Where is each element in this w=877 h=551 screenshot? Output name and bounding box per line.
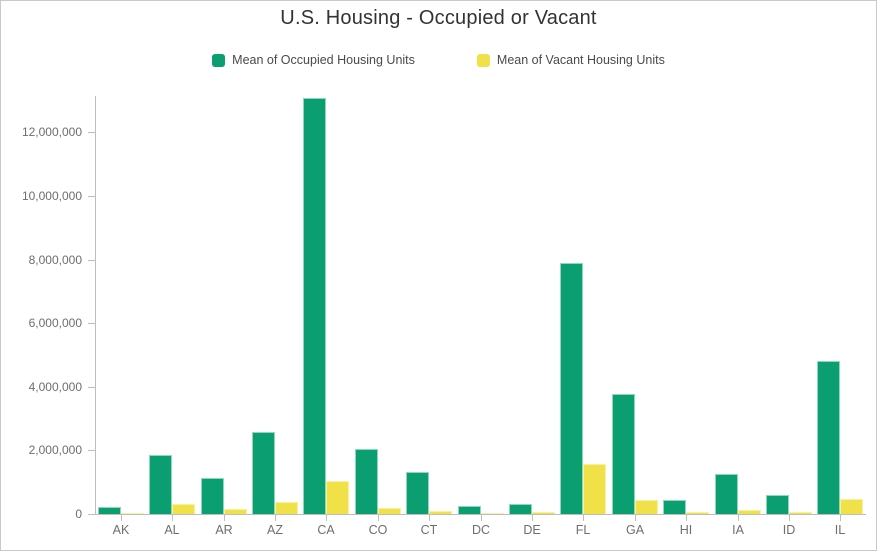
x-axis-tick-FL: [583, 515, 584, 521]
bar-occupied-HI[interactable]: [663, 500, 686, 514]
legend: Mean of Occupied Housing Units Mean of V…: [1, 52, 876, 68]
x-axis-label-DE: DE: [523, 523, 541, 537]
bar-occupied-CT[interactable]: [406, 471, 429, 514]
x-axis-label-AR: AR: [215, 523, 233, 537]
y-axis-tick-8000000: [88, 260, 95, 261]
y-axis-label-4000000: 4,000,000: [28, 380, 82, 394]
bar-vacant-HI[interactable]: [686, 511, 709, 514]
x-axis-tick-DC: [481, 515, 482, 521]
x-axis-label-CT: CT: [420, 523, 438, 537]
bar-vacant-GA[interactable]: [635, 499, 658, 514]
bar-vacant-DE[interactable]: [532, 512, 555, 514]
x-axis-label-GA: GA: [625, 523, 645, 537]
x-axis-label-ID: ID: [782, 523, 796, 537]
x-axis-label-CA: CA: [317, 523, 335, 537]
bar-vacant-ID[interactable]: [789, 511, 812, 514]
bar-vacant-AL[interactable]: [172, 503, 195, 514]
y-axis-tick-2000000: [88, 450, 95, 451]
bar-vacant-CT[interactable]: [429, 511, 452, 514]
x-axis-label-DC: DC: [471, 523, 491, 537]
bar-vacant-DC[interactable]: [481, 513, 504, 514]
x-axis-tick-CA: [326, 515, 327, 521]
x-axis-line: [95, 514, 866, 515]
y-axis-tick-4000000: [88, 387, 95, 388]
x-axis-tick-IL: [840, 515, 841, 521]
x-axis-label-AZ: AZ: [267, 523, 283, 537]
bar-occupied-GA[interactable]: [612, 393, 635, 514]
x-axis-tick-ID: [789, 515, 790, 521]
occupied-series-swatch-icon: [212, 53, 226, 67]
y-axis-line: [95, 96, 96, 515]
x-axis-tick-DE: [532, 515, 533, 521]
x-axis-tick-HI: [686, 515, 687, 521]
y-axis-tick-6000000: [88, 323, 95, 324]
bar-occupied-DC[interactable]: [458, 506, 481, 514]
x-axis-label-HI: HI: [679, 523, 693, 537]
legend-item-occupied[interactable]: Mean of Occupied Housing Units: [212, 52, 415, 68]
bar-occupied-ID[interactable]: [766, 494, 789, 514]
bar-vacant-AR[interactable]: [224, 508, 247, 514]
x-axis-label-IL: IL: [834, 523, 846, 537]
bar-vacant-AZ[interactable]: [275, 502, 298, 514]
bar-occupied-AZ[interactable]: [252, 432, 275, 514]
y-axis-label-10000000: 10,000,000: [21, 189, 82, 203]
bar-occupied-IA[interactable]: [715, 474, 738, 514]
y-axis-label-0: 0: [75, 507, 82, 521]
vacant-series-swatch-icon: [476, 53, 490, 67]
bar-vacant-IA[interactable]: [738, 510, 761, 514]
bar-occupied-AR[interactable]: [201, 478, 224, 514]
x-axis-label-IA: IA: [732, 523, 744, 537]
bar-vacant-AK[interactable]: [121, 512, 144, 514]
y-axis-label-2000000: 2,000,000: [28, 443, 82, 457]
x-axis-tick-AR: [224, 515, 225, 521]
x-axis-tick-CT: [429, 515, 430, 521]
x-axis-tick-AL: [172, 515, 173, 521]
y-axis-label-8000000: 8,000,000: [28, 253, 82, 267]
bar-occupied-IL[interactable]: [817, 360, 840, 514]
bar-vacant-IL[interactable]: [840, 499, 863, 514]
x-axis-tick-GA: [635, 515, 636, 521]
bar-occupied-DE[interactable]: [509, 503, 532, 514]
x-axis-tick-AK: [121, 515, 122, 521]
bar-vacant-CO[interactable]: [378, 508, 401, 514]
bar-vacant-FL[interactable]: [583, 463, 606, 514]
x-axis-tick-AZ: [275, 515, 276, 521]
x-axis-tick-CO: [378, 515, 379, 521]
y-axis-tick-12000000: [88, 132, 95, 133]
legend-label-occupied: Mean of Occupied Housing Units: [232, 53, 415, 67]
y-axis-label-12000000: 12,000,000: [21, 125, 82, 139]
bar-occupied-AL[interactable]: [149, 455, 172, 514]
bar-occupied-AK[interactable]: [98, 506, 121, 514]
bar-occupied-CA[interactable]: [303, 97, 326, 514]
x-axis-tick-IA: [738, 515, 739, 521]
x-axis-label-FL: FL: [575, 523, 591, 537]
bar-vacant-CA[interactable]: [326, 481, 349, 514]
x-axis-label-AL: AL: [164, 523, 180, 537]
x-axis-label-AK: AK: [112, 523, 130, 537]
chart-title: U.S. Housing - Occupied or Vacant: [280, 7, 597, 29]
x-axis-label-CO: CO: [368, 523, 388, 537]
legend-item-vacant[interactable]: Mean of Vacant Housing Units: [476, 52, 665, 68]
y-axis-label-6000000: 6,000,000: [28, 316, 82, 330]
bar-occupied-CO[interactable]: [355, 448, 378, 514]
y-axis-tick-10000000: [88, 196, 95, 197]
y-axis-tick-0: [88, 514, 95, 515]
legend-label-vacant: Mean of Vacant Housing Units: [496, 53, 665, 67]
bar-occupied-FL[interactable]: [560, 262, 583, 514]
